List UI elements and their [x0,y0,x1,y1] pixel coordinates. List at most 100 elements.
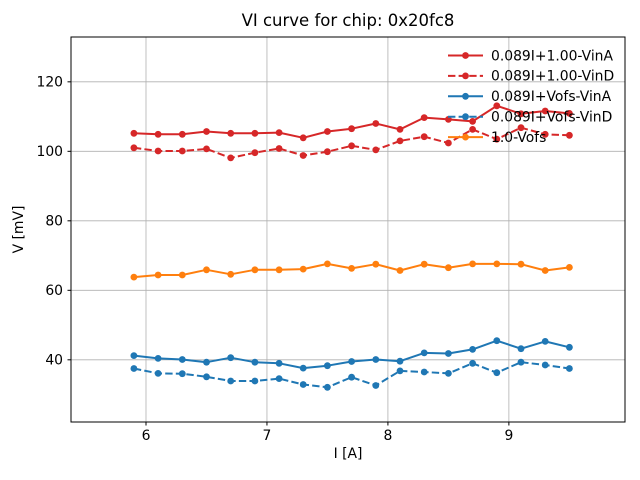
data-point-marker [251,377,259,385]
data-point-marker [178,271,186,279]
data-point-marker [445,139,452,147]
data-point-marker [493,369,501,377]
data-point-marker [469,118,476,125]
data-point-marker [396,267,404,274]
data-point-marker [227,377,235,385]
data-point-marker [178,370,186,378]
legend-label: 0.089I+1.00-VinA [491,48,613,64]
data-point-marker [348,373,355,381]
data-point-marker [227,129,235,137]
legend-entry: 0.089I+1.00-VinA [448,48,613,64]
data-point-marker [541,267,549,274]
data-point-marker [420,368,428,376]
data-point-marker [251,149,259,157]
gridlines [71,37,625,422]
data-point-marker [469,346,476,353]
data-point-marker [541,338,549,345]
data-point-marker [445,370,452,377]
data-point-marker [493,102,501,110]
data-point-marker [203,358,210,366]
data-point-marker [154,355,162,362]
legend-label: 1.0-Vofs [491,130,546,146]
tick-labels: 6 7 8 9 40 60 80 100 120 [36,75,513,444]
data-point-marker [178,130,186,138]
data-point-marker [130,352,138,359]
data-point-marker [130,129,138,137]
data-point-marker [517,260,525,268]
data-point-marker [469,359,476,367]
data-point-marker [275,375,283,382]
data-point-marker [275,145,283,152]
data-point-marker [251,266,259,274]
data-point-marker [178,356,186,363]
data-point-marker [420,133,428,141]
legend-entry: 0.089I+1.00-VinD [448,69,614,85]
data-point-marker [299,134,307,142]
data-point-marker [154,147,162,155]
y-tick-label: 80 [45,214,63,230]
data-point-marker [566,264,573,271]
legend-entry: 0.089I+Vofs-VinA [448,89,612,105]
data-point-marker [299,364,307,372]
data-point-marker [324,383,331,391]
data-point-marker [130,365,138,372]
data-point-marker [372,382,380,389]
data-point-marker [493,337,501,345]
data-point-marker [203,128,210,135]
data-point-marker [324,260,331,268]
data-point-marker [324,128,331,135]
x-axis-label: I [A] [333,446,363,462]
data-point-marker [420,349,428,357]
data-point-marker [566,365,573,372]
data-point-marker [420,260,428,268]
data-point-marker [517,124,525,132]
data-point-marker [348,358,355,365]
series-0.089I+1.00-VinD [130,124,573,162]
data-point-marker [154,370,162,377]
data-point-marker [227,270,235,278]
data-point-marker [372,120,380,127]
data-point-marker [396,137,404,145]
y-tick-label: 40 [45,353,63,369]
data-point-marker [203,145,210,153]
data-point-marker [203,373,210,381]
data-point-marker [324,148,331,156]
x-tick-label: 6 [142,428,151,444]
data-point-marker [541,130,549,138]
data-point-marker [251,358,259,366]
data-point-marker [541,107,549,115]
data-point-marker [445,264,452,272]
data-point-marker [251,129,259,137]
legend-label: 0.089I+Vofs-VinD [491,110,612,126]
legend-marker [462,113,469,121]
data-point-marker [469,125,476,133]
data-point-marker [348,265,355,272]
series-0.089I+1.00-VinA [130,102,573,142]
data-point-marker [178,147,186,155]
axes-frame [70,36,626,423]
legend-label: 0.089I+Vofs-VinA [491,89,612,105]
x-tick-label: 9 [504,428,513,444]
data-point-marker [517,358,525,366]
data-point-marker [517,110,525,118]
data-point-marker [299,381,307,388]
data-point-marker [275,266,283,274]
data-point-marker [493,135,501,143]
y-tick-label: 100 [36,144,63,160]
series-0.089I+Vofs-VinD [130,358,573,391]
series-1.0-Vofs [130,260,573,281]
legend: 0.089I+1.00-VinA 0.089I+1.00-VinD 0.089I+V… [448,48,614,146]
data-point-marker [396,357,404,365]
data-point-marker [154,130,162,138]
y-axis-label: V [mV] [11,205,27,254]
series-0.089I+Vofs-VinA [130,337,573,372]
data-point-marker [275,359,283,367]
legend-marker [462,72,469,80]
data-point-marker [348,142,355,150]
legend-marker [462,133,469,141]
data-point-marker [541,361,549,369]
data-point-marker [203,266,210,274]
data-point-marker [348,125,355,133]
